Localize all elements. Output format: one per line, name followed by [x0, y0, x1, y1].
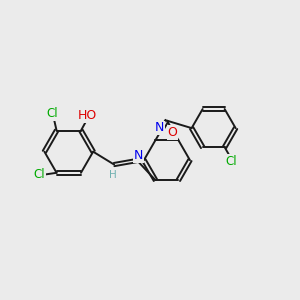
Text: Cl: Cl — [226, 155, 237, 168]
Text: H: H — [109, 170, 117, 180]
Text: O: O — [167, 126, 177, 139]
Text: N: N — [155, 122, 164, 134]
Text: Cl: Cl — [47, 107, 58, 120]
Text: N: N — [134, 149, 143, 162]
Text: HO: HO — [77, 109, 97, 122]
Text: Cl: Cl — [33, 168, 45, 181]
